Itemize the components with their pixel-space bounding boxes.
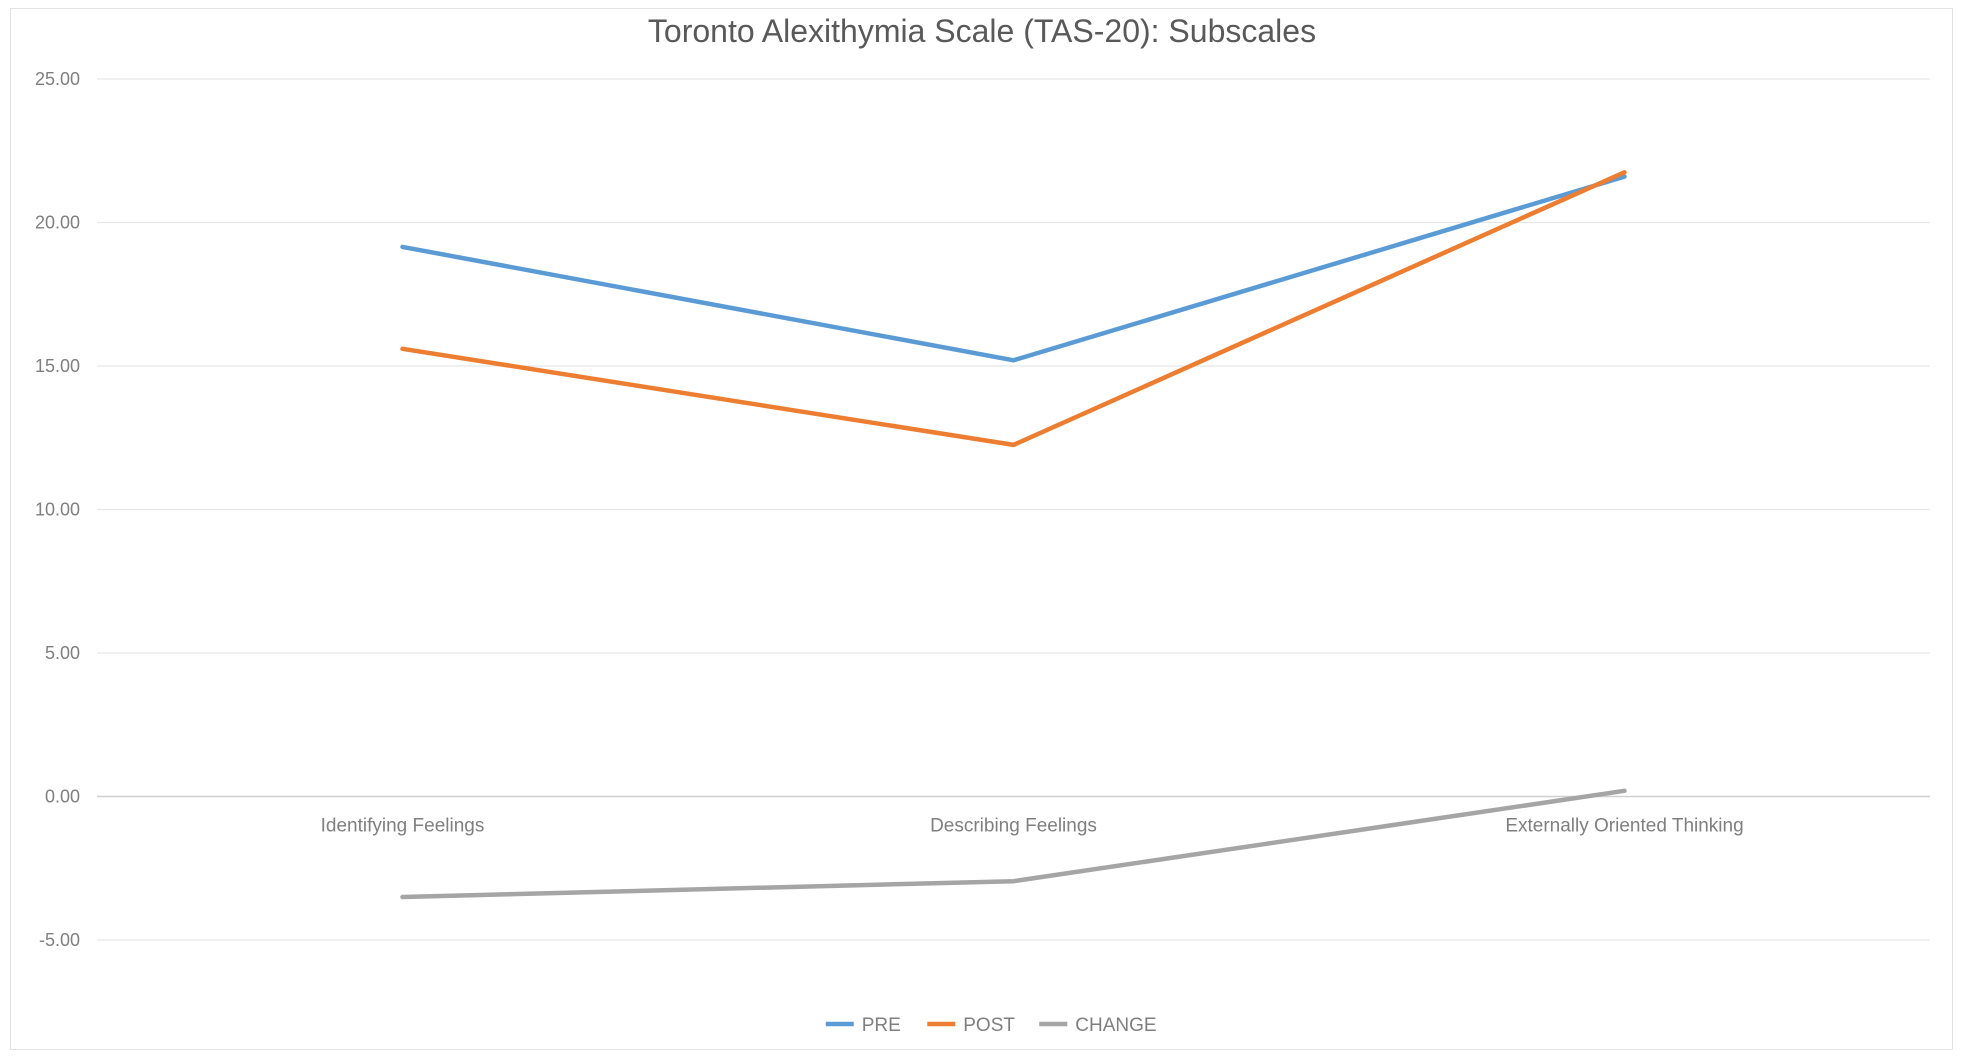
legend: PRE POST CHANGE (825, 1015, 1157, 1036)
legend-label-pre: PRE (862, 1015, 901, 1036)
x-axis-category-labels: Identifying Feelings Describing Feelings E… (321, 816, 1744, 837)
data-series (400, 170, 1627, 900)
series-line-post (400, 170, 1627, 448)
y-axis-tick-labels: 25.00 20.00 15.00 10.00 5.00 0.00 -5.00 (35, 69, 80, 950)
y-tick-label: 10.00 (35, 500, 80, 520)
x-category-label: Externally Oriented Thinking (1505, 816, 1743, 837)
chart-area (10, 8, 1953, 1050)
chart-title: Toronto Alexithymia Scale (TAS-20): Subs… (648, 13, 1316, 49)
gridlines (97, 78, 1930, 941)
y-tick-label: 0.00 (45, 787, 80, 807)
series-line-pre (400, 174, 1627, 363)
y-tick-label: 25.00 (35, 69, 80, 89)
y-tick-label: -5.00 (39, 930, 80, 950)
x-category-label: Identifying Feelings (321, 816, 485, 837)
x-category-label: Describing Feelings (930, 816, 1097, 837)
legend-label-change: CHANGE (1075, 1015, 1156, 1036)
legend-label-post: POST (963, 1015, 1015, 1036)
y-tick-label: 20.00 (35, 213, 80, 233)
y-tick-label: 15.00 (35, 356, 80, 376)
series-line-change (400, 788, 1627, 900)
y-tick-label: 5.00 (45, 643, 80, 663)
